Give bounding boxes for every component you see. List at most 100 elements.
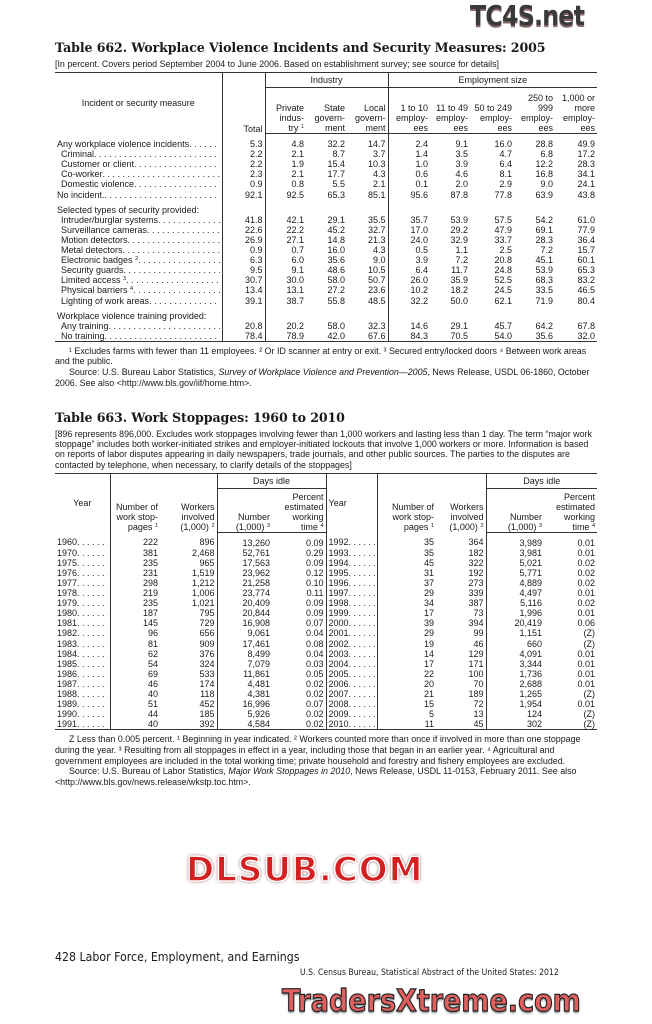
year-cell: 1994 [326, 557, 378, 568]
cell-value [347, 305, 389, 321]
table-663-headnote: [896 represents 896,000. Excludes work s… [55, 429, 592, 470]
row-label: Selected types of security provided: [55, 199, 223, 215]
table-662: Incident or security measure Total Indus… [55, 72, 598, 342]
cell-value: 21 [424, 689, 435, 700]
cell-value: 219 [142, 588, 158, 599]
year-cell: 1970 [55, 547, 111, 558]
cell-value: 32.9 [450, 234, 469, 245]
cell-value: 8.1 [499, 169, 513, 180]
cell-value [306, 306, 347, 321]
cell-value: 22 [424, 668, 435, 679]
source-note: Source: U.S. Bureau Labor Statistics, Su… [55, 367, 600, 388]
cell-value: 729 [160, 618, 218, 629]
cell-value: 4,091 [519, 648, 543, 659]
cell-value: 13.4 [222, 285, 266, 296]
cell-value: 0.02 [577, 578, 596, 588]
cell-value: 392 [160, 719, 218, 731]
table-row: Any training20.8 20.2 58.032.3 14.6 29.1 45.7… [55, 320, 597, 331]
cell-value: 795 [160, 608, 218, 619]
cell-value: 1.9 [291, 159, 304, 170]
cell-value: 5,926 [247, 709, 270, 720]
cell-value: 36.4 [577, 234, 596, 245]
cell-value [388, 306, 430, 321]
page-content: Table 662. Workplace Violence Incidents … [55, 40, 600, 787]
year-cell: 1995 [326, 567, 378, 578]
cell-value: 0.02 [272, 689, 327, 700]
source-prefix: Source: U.S. Bureau of Labor Statistics, [69, 766, 229, 777]
cell-value: 13,260 [242, 537, 270, 548]
cell-value: 3.9 [455, 159, 469, 170]
cell-value: 7,079 [247, 658, 270, 669]
cell-value: 0.29 [272, 547, 327, 558]
cell-value: 20.8 [494, 255, 513, 266]
cell-value: 17.7 [327, 169, 345, 180]
cell-value: 0.09 [272, 532, 327, 548]
industry-group-header: Industry [265, 72, 389, 89]
column-header: 11 to 49 employ- ees [430, 87, 471, 135]
cell-value: 49.9 [577, 139, 596, 150]
cell-value: 2.1 [291, 149, 304, 160]
cell-value: 17 [424, 608, 435, 619]
cell-value: 78.4 [222, 330, 266, 342]
cell-value: 16.0 [327, 245, 345, 256]
cell-value: 95.6 [410, 189, 429, 200]
table-662-footnotes: ¹ Excludes farms with fewer than 11 empl… [55, 346, 600, 388]
cell-value: 0.9 [222, 245, 266, 256]
year-cell: 1984 [55, 648, 111, 659]
cell-value: 4.3 [347, 169, 389, 180]
days-number-header: Number (1,000) 3 [217, 488, 272, 533]
cell-value: 35.6 [327, 255, 345, 266]
cell-value: 81 [147, 638, 158, 649]
cell-value: 5.5 [332, 179, 345, 190]
cell-value: 12.2 [535, 159, 554, 170]
row-label: Motion detectors [55, 234, 223, 246]
cell-value: 1,212 [160, 578, 218, 589]
cell-value: 69.1 [535, 224, 554, 235]
cell-value: 6.0 [291, 255, 304, 266]
workers-header: Workers involved (1,000) 2 [160, 472, 218, 533]
footnotes: Z Less than 0.005 percent. ¹ Beginning i… [55, 734, 581, 766]
year-cell: 1986 [55, 668, 111, 679]
cell-value: 235 [142, 598, 158, 609]
table-row: Physical barriers 413.4 13.1 27.223.6 10.2 1… [55, 285, 597, 296]
cell-value: 3.9 [415, 255, 429, 266]
cell-value: 3.7 [347, 149, 389, 160]
cell-value: 55.8 [327, 295, 345, 306]
cell-value: 62 [147, 648, 158, 659]
cell-value: 32.0 [555, 330, 598, 342]
cell-value: 171 [436, 658, 487, 669]
row-label: No training [55, 330, 223, 342]
cell-value: 6.4 [499, 159, 513, 170]
cell-value: 48.6 [327, 265, 345, 276]
year-cell: 2004 [326, 658, 378, 669]
cell-value: 381 [142, 547, 158, 558]
cell-value: 0.10 [272, 578, 327, 589]
watermark-logo: TradersXtreme.com [281, 983, 581, 1019]
cell-value: 6.8 [540, 149, 554, 160]
row-label: Electronic badges 2 [55, 255, 223, 266]
watermark-logo: DLSUB.COM [185, 849, 424, 891]
cell-value: 1.4 [415, 149, 429, 160]
cell-value: 14.6 [410, 320, 429, 331]
cell-value [222, 305, 266, 321]
cell-value: 8.7 [332, 149, 345, 160]
year-cell: 2003 [326, 648, 378, 659]
total-header: Total [222, 72, 266, 134]
cell-value: 27.1 [286, 234, 304, 245]
cell-value: 53.9 [450, 214, 469, 225]
footnotes: ¹ Excludes farms with fewer than 11 empl… [55, 345, 587, 367]
cell-value: 47.9 [494, 224, 513, 235]
cell-value: 0.9 [222, 179, 266, 190]
year-cell: 2005 [326, 668, 378, 679]
cell-value: 64.2 [535, 320, 554, 331]
year-cell: 2006 [326, 678, 378, 690]
cell-value: 31 [424, 567, 435, 578]
cell-value: 32.2 [410, 295, 429, 306]
cell-value: 1,736 [519, 668, 543, 679]
cell-value: 23,774 [242, 588, 270, 599]
cell-value: 45 [436, 719, 487, 731]
cell-value: 32.3 [347, 320, 389, 331]
cell-value: 39 [424, 618, 435, 629]
